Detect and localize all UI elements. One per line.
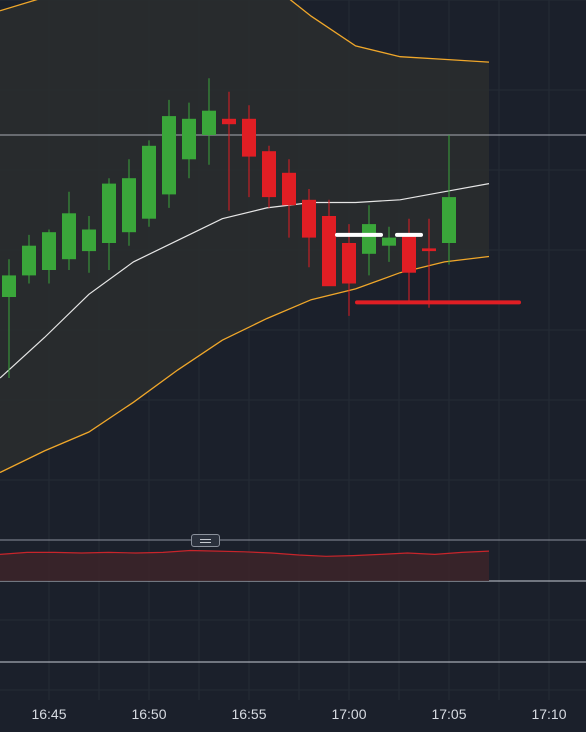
time-axis-label: 17:05 [431, 706, 467, 722]
bollinger-upper-line [0, 0, 490, 63]
candle-body [322, 216, 336, 287]
candle-body [162, 116, 176, 195]
candle-body [342, 243, 356, 284]
candle-body [382, 237, 396, 246]
time-axis-label: 17:10 [531, 706, 567, 722]
candlestick-series [2, 78, 456, 378]
time-axis-label: 16:50 [131, 706, 167, 722]
candle-body [2, 275, 16, 297]
candle-body [282, 172, 296, 206]
indicator-line [0, 549, 490, 557]
candle-body [142, 145, 156, 219]
candle-body [122, 178, 136, 233]
candle-body [442, 197, 456, 243]
candle-body [242, 118, 256, 157]
candle-body [42, 232, 56, 270]
indicator-fill [0, 550, 489, 581]
bollinger-band-fill [0, 0, 489, 473]
pane-resize-handle[interactable] [191, 534, 220, 547]
candle-body [102, 183, 116, 243]
time-axis-label: 16:55 [231, 706, 267, 722]
candle-body [302, 199, 316, 238]
candle-body [82, 229, 96, 252]
bollinger-middle-line [0, 183, 490, 379]
time-axis-label: 17:00 [331, 706, 367, 722]
candle-body [182, 118, 196, 160]
time-axis-label: 16:45 [31, 706, 67, 722]
candle-body [62, 213, 76, 260]
candle-body [422, 248, 436, 252]
candle-body [202, 110, 216, 135]
candle-body [402, 234, 416, 273]
candle-body [362, 224, 376, 254]
candle-body [22, 245, 36, 276]
candle-body [262, 151, 276, 198]
candle-body [222, 118, 236, 125]
